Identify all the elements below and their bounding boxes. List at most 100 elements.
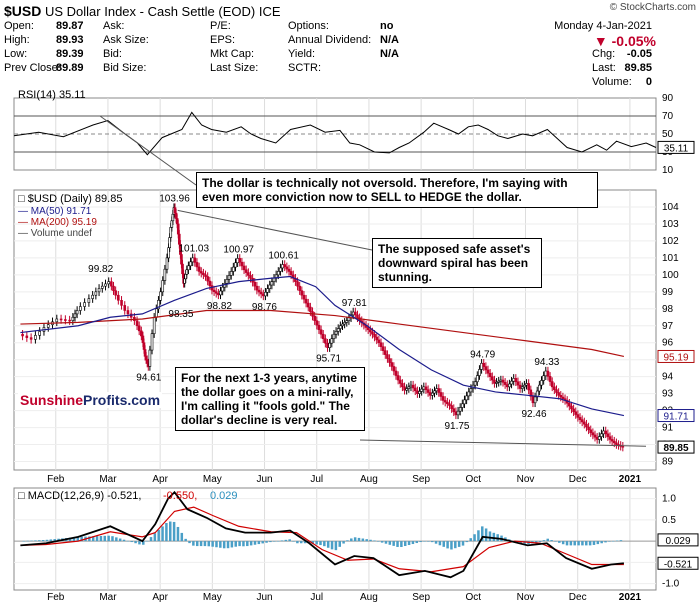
macd-histogram-bar — [392, 541, 395, 546]
price-candle — [155, 308, 158, 318]
price-candle — [390, 362, 394, 367]
rsi-y-tick: 90 — [662, 93, 674, 104]
macd-histogram-bar — [565, 541, 569, 546]
macd-histogram-bar — [199, 541, 203, 547]
price-candle — [388, 358, 391, 363]
note-oversold: The dollar is technically not oversold. … — [196, 172, 598, 208]
quote-value: 89.39 — [56, 48, 84, 60]
price-candle — [253, 281, 257, 287]
macd-histogram-bar — [492, 532, 496, 542]
price-candle — [112, 285, 115, 291]
quote-value: 89.87 — [56, 20, 84, 32]
price-candle — [257, 289, 261, 293]
price-candle — [520, 386, 524, 389]
price-candle — [202, 272, 205, 276]
macd-histogram-bar — [111, 536, 114, 542]
price-y-tick: 94 — [662, 372, 674, 383]
price-candle — [326, 342, 329, 348]
price-candle — [236, 258, 239, 264]
price-candle — [279, 267, 282, 272]
price-candle — [285, 266, 289, 270]
price-title: □ $USD (Daily) 89.85 — [18, 193, 122, 205]
price-candle — [336, 328, 340, 332]
price-candle — [287, 268, 291, 272]
price-candle — [495, 382, 498, 384]
price-candle — [343, 322, 346, 325]
price-candle — [212, 289, 216, 293]
macd-histogram-bar — [76, 536, 80, 542]
macd-histogram-bar — [415, 541, 419, 544]
price-candle — [401, 383, 404, 388]
price-candle — [107, 281, 110, 285]
macd-histogram-bar — [299, 541, 303, 544]
macd-histogram-bar — [234, 541, 237, 547]
quote-label: Yield: — [288, 48, 316, 60]
note-pointer — [359, 439, 647, 447]
macd-histogram-bar — [585, 541, 588, 546]
macd-histogram-bar — [165, 522, 168, 542]
price-candle — [398, 379, 402, 384]
price-candle — [264, 291, 267, 297]
macd-histogram-bar — [461, 541, 465, 546]
price-candle — [514, 378, 518, 383]
price-candle — [606, 433, 610, 437]
macd-histogram-bar — [615, 540, 619, 542]
x-tick-label: Jun — [256, 474, 272, 485]
price-candle — [193, 257, 197, 263]
price-candle — [117, 294, 120, 301]
price-candle — [484, 366, 488, 371]
x-tick-label: Oct — [466, 592, 482, 603]
price-candle — [46, 324, 50, 328]
quote-label: Open: — [4, 20, 34, 32]
price-candle — [197, 266, 201, 272]
price-candle — [418, 391, 421, 394]
quote-label: Volume: — [592, 76, 632, 88]
macd-histogram-bar — [403, 541, 407, 547]
price-candle — [272, 277, 276, 282]
price-candle — [123, 305, 127, 311]
rsi-y-tick: 50 — [662, 129, 674, 140]
price-candle — [351, 311, 355, 316]
macd-histogram-bar — [246, 541, 249, 547]
price-candle — [591, 432, 595, 436]
price-candle — [321, 333, 325, 340]
price-candle — [428, 392, 432, 396]
price-candle — [270, 281, 274, 286]
price-y-tick: 99 — [662, 287, 674, 298]
macd-histogram-bar — [353, 537, 357, 542]
macd-last-tag — [657, 533, 699, 547]
price-candle — [379, 342, 383, 347]
price-candle — [229, 271, 233, 276]
price-candle — [330, 338, 334, 344]
macd-histogram-bar — [326, 541, 330, 548]
price-candle — [75, 310, 79, 315]
macd-histogram-bar — [473, 534, 476, 542]
price-candle — [452, 408, 456, 413]
rsi-title: RSI(14) 35.11 — [18, 89, 86, 101]
macd-histogram-bar — [588, 541, 592, 546]
quote-label: P/E: — [210, 20, 231, 32]
price-candle — [219, 290, 222, 296]
macd-histogram-bar — [153, 533, 157, 542]
price-candle — [392, 366, 396, 372]
price-candle — [319, 329, 323, 335]
price-candle — [431, 392, 434, 396]
price-candle — [497, 380, 501, 383]
price-candle — [377, 339, 381, 344]
price-candle — [550, 381, 554, 388]
price-candle — [446, 401, 449, 405]
price-candle — [544, 370, 548, 377]
x-tick-label: Sep — [412, 592, 430, 603]
price-candle — [71, 316, 75, 321]
quote-label: SCTR: — [288, 62, 321, 74]
macd-histogram-bar — [134, 541, 137, 544]
chart-header-title: $USD US Dollar Index - Cash Settle (EOD)… — [4, 3, 281, 19]
price-candle — [309, 306, 312, 312]
price-candle — [501, 379, 505, 383]
macd-histogram-bar — [573, 541, 576, 546]
price-y-tick: 97 — [662, 321, 674, 332]
price-candle — [540, 380, 543, 386]
x-tick-label: Mar — [99, 474, 117, 485]
price-annotation: 101.03 — [178, 243, 209, 254]
price-y-tick: 98 — [662, 304, 674, 315]
